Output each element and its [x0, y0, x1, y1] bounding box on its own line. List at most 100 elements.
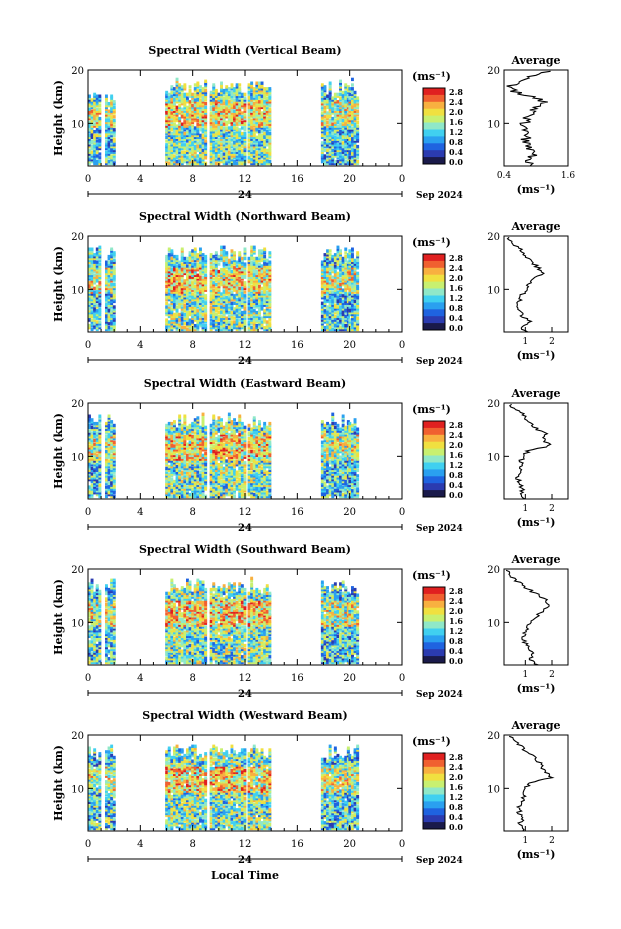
heatmap-cell	[107, 299, 111, 304]
heatmap-cell	[183, 150, 187, 154]
heatmap-cell	[175, 100, 179, 104]
heatmap-cell	[222, 268, 226, 272]
heatmap-cell	[193, 92, 197, 97]
heatmap-cell	[183, 312, 187, 317]
heatmap-cell	[268, 118, 272, 123]
heatmap-cell	[344, 277, 348, 281]
heatmap-cell	[326, 141, 329, 145]
colorbar-swatch	[423, 288, 445, 296]
heatmap-cell	[196, 286, 200, 291]
heatmap-cell	[346, 312, 350, 317]
heatmap-cell	[353, 133, 357, 138]
heatmap-cell	[333, 258, 337, 263]
heatmap-cell	[222, 141, 226, 145]
heatmap-cell	[250, 288, 254, 292]
heatmap-cell	[196, 254, 200, 259]
heatmap-cell	[110, 128, 114, 132]
heatmap-cell	[247, 83, 251, 87]
heatmap-cell	[204, 282, 208, 287]
heatmap-cell	[243, 275, 247, 279]
heatmap-cell	[247, 148, 251, 153]
heatmap-cell	[351, 281, 354, 285]
heatmap-cell	[227, 150, 231, 154]
heatmap-cell	[167, 150, 171, 154]
heatmap-cell	[341, 96, 345, 100]
heatmap-cell	[258, 290, 261, 294]
heatmap-cell	[258, 258, 261, 263]
heatmap-cell	[105, 314, 108, 319]
heatmap-cell	[351, 316, 354, 320]
heatmap-cell	[260, 102, 264, 106]
heatmap-cell	[328, 296, 332, 300]
heatmap-cell	[222, 275, 226, 279]
heatmap-cell	[93, 109, 97, 113]
heatmap-cell	[201, 133, 205, 138]
heatmap-cell	[107, 444, 111, 448]
heatmap-cell	[252, 268, 256, 272]
heatmap-cell	[333, 113, 337, 117]
heatmap-cell	[243, 150, 247, 154]
heatmap-cell	[188, 85, 192, 89]
heatmap-cell	[222, 310, 226, 315]
heatmap-cell	[341, 158, 345, 162]
heatmap-cell	[191, 264, 195, 268]
heatmap-cell	[188, 269, 192, 274]
heatmap-cell	[250, 137, 254, 141]
heatmap-cell	[222, 159, 226, 164]
heatmap-cell	[326, 135, 329, 139]
heatmap-cell	[356, 307, 360, 311]
heatmap-cell	[344, 286, 348, 291]
heatmap-cell	[201, 94, 205, 98]
heatmap-cell	[247, 107, 251, 111]
heatmap-cell	[252, 156, 256, 160]
heatmap-cell	[165, 264, 169, 268]
heatmap-cell	[196, 109, 200, 113]
colorbar-tick-label: 2.0	[449, 107, 463, 117]
heatmap-cell	[265, 98, 269, 102]
heatmap-cell	[348, 146, 352, 151]
heatmap-cell	[320, 327, 324, 332]
heatmap-cell	[331, 150, 335, 154]
heatmap-cell	[105, 128, 108, 132]
heatmap-cell	[112, 159, 116, 164]
heatmap-cell	[235, 102, 239, 106]
heatmap-cell	[339, 150, 342, 154]
heatmap-cell	[95, 299, 99, 304]
avg-profile-line	[506, 236, 545, 333]
heatmap-cell	[260, 133, 264, 138]
heatmap-cell	[173, 96, 176, 100]
heatmap-cell	[351, 122, 354, 126]
heatmap-cell	[212, 128, 216, 132]
heatmap-cell	[93, 100, 97, 104]
heatmap-cell	[250, 107, 254, 111]
heatmap-cell	[235, 307, 239, 311]
heatmap-cell	[180, 137, 184, 141]
heatmap-cell	[341, 281, 345, 285]
heatmap-cell	[336, 130, 340, 134]
heatmap-cell	[346, 299, 350, 304]
heatmap-cell	[105, 438, 108, 443]
heatmap-cell	[258, 281, 261, 285]
heatmap-cell	[188, 116, 192, 121]
heatmap-cell	[243, 143, 247, 147]
heatmap-cell	[252, 115, 256, 119]
heatmap-cell	[351, 273, 354, 277]
heatmap-cell	[323, 158, 327, 162]
heatmap-cell	[112, 269, 116, 274]
heatmap-cell	[110, 146, 114, 151]
heatmap-cell	[199, 286, 202, 291]
heatmap-cell	[250, 310, 254, 315]
heatmap-cell	[238, 318, 242, 322]
heatmap-cell	[263, 109, 267, 113]
heatmap-cell	[265, 158, 269, 162]
heatmap-cell	[336, 154, 340, 158]
heatmap-cell	[90, 284, 94, 289]
heatmap-cell	[351, 143, 354, 147]
heatmap-cell	[191, 307, 195, 311]
heatmap-cell	[217, 141, 221, 145]
heatmap-cell	[95, 459, 99, 463]
heatmap-cell	[93, 296, 97, 300]
heatmap-cell	[183, 85, 187, 89]
heatmap-cell	[328, 122, 332, 126]
heatmap-cell	[222, 122, 226, 126]
